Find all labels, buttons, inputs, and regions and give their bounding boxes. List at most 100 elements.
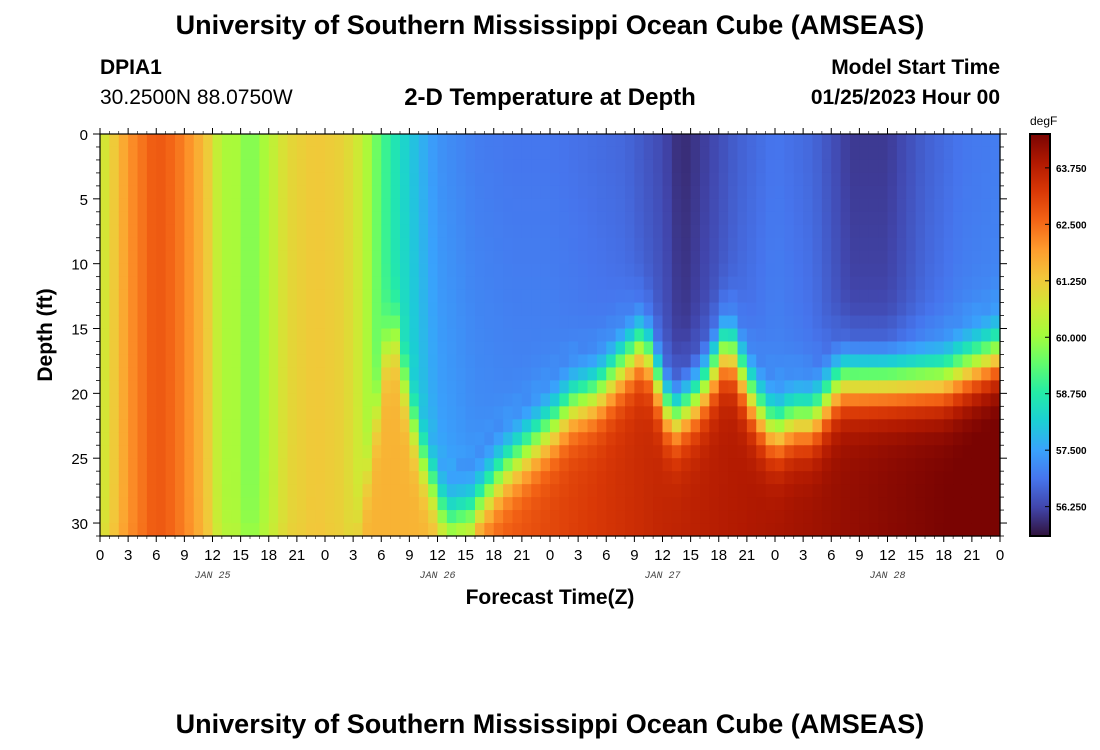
heatmap-cell xyxy=(493,445,504,459)
heatmap-cell xyxy=(118,445,129,459)
heatmap-cell xyxy=(990,328,1001,343)
heatmap-cell xyxy=(325,302,335,317)
heatmap-cell xyxy=(596,406,607,420)
heatmap-cell xyxy=(287,224,298,239)
heatmap-cell xyxy=(268,263,279,278)
heatmap-cell xyxy=(634,302,645,317)
heatmap-cell xyxy=(240,380,251,394)
heatmap-cell xyxy=(325,523,335,537)
heatmap-cell xyxy=(953,172,964,187)
heatmap-cell xyxy=(550,458,560,472)
heatmap-cell xyxy=(559,289,570,304)
heatmap-cell xyxy=(700,458,710,472)
heatmap-cell xyxy=(803,419,814,433)
heatmap-cell xyxy=(840,250,851,265)
heatmap-cell xyxy=(456,432,467,446)
heatmap-cell xyxy=(643,302,654,317)
heatmap-cell xyxy=(981,484,992,498)
heatmap-cell xyxy=(512,250,523,265)
heatmap-cell xyxy=(653,315,664,330)
heatmap-cell xyxy=(625,172,635,187)
heatmap-cell xyxy=(953,497,964,511)
heatmap-cell xyxy=(925,523,935,537)
heatmap-cell xyxy=(381,354,392,369)
heatmap-cell xyxy=(503,393,514,407)
heatmap-cell xyxy=(718,510,729,524)
heatmap-cell xyxy=(128,172,139,187)
heatmap-cell xyxy=(371,432,382,446)
y-tick-label: 25 xyxy=(71,451,88,468)
heatmap-cell xyxy=(250,159,260,174)
heatmap-cell xyxy=(325,510,335,524)
heatmap-cell xyxy=(437,328,448,343)
heatmap-cell xyxy=(362,458,373,472)
heatmap-cell xyxy=(484,211,495,226)
heatmap-cell xyxy=(943,445,954,459)
heatmap-cell xyxy=(559,172,570,187)
heatmap-cell xyxy=(109,289,120,304)
heatmap-cell xyxy=(953,510,964,524)
heatmap-cell xyxy=(231,289,242,304)
heatmap-cell xyxy=(212,237,223,252)
heatmap-cell xyxy=(859,250,870,265)
heatmap-cell xyxy=(100,419,110,433)
heatmap-cell xyxy=(437,315,448,330)
heatmap-cell xyxy=(643,224,654,239)
heatmap-cell xyxy=(718,185,729,200)
heatmap-cell xyxy=(690,250,701,265)
colorbar-tick-label: 63.750 xyxy=(1056,164,1087,175)
heatmap-cell xyxy=(559,185,570,200)
heatmap-cell xyxy=(625,302,635,317)
heatmap-cell xyxy=(896,354,907,369)
heatmap-cell xyxy=(390,445,401,459)
heatmap-cell xyxy=(400,510,410,524)
heatmap-cell xyxy=(559,380,570,394)
heatmap-cell xyxy=(100,146,110,161)
heatmap-cell xyxy=(596,289,607,304)
heatmap-cell xyxy=(550,406,560,420)
heatmap-cell xyxy=(793,198,804,213)
heatmap-cell xyxy=(287,510,298,524)
heatmap-cell xyxy=(615,471,626,485)
heatmap-cell xyxy=(512,497,523,511)
heatmap-cell xyxy=(156,354,167,369)
heatmap-cell xyxy=(250,289,260,304)
heatmap-cell xyxy=(287,146,298,161)
heatmap-cell xyxy=(934,445,945,459)
heatmap-cell xyxy=(381,367,392,381)
heatmap-cell xyxy=(709,484,720,498)
repeated-title: University of Southern Mississippi Ocean… xyxy=(175,709,925,739)
heatmap-cell xyxy=(634,445,645,459)
heatmap-cell xyxy=(840,523,851,537)
heatmap-cell xyxy=(718,224,729,239)
heatmap-cell xyxy=(906,510,917,524)
heatmap-cell xyxy=(925,250,935,265)
heatmap-cell xyxy=(296,302,307,317)
heatmap-cell xyxy=(165,393,176,407)
heatmap-cell xyxy=(418,341,429,356)
heatmap-cell xyxy=(231,159,242,174)
heatmap-cell xyxy=(915,315,926,330)
heatmap-cell xyxy=(653,367,664,381)
heatmap-cell xyxy=(109,315,120,330)
heatmap-cell xyxy=(165,172,176,187)
heatmap-cell xyxy=(390,497,401,511)
heatmap-cell xyxy=(737,432,748,446)
heatmap-cell xyxy=(718,250,729,265)
heatmap-cell xyxy=(981,523,992,537)
heatmap-cell xyxy=(156,432,167,446)
heatmap-cell xyxy=(512,237,523,252)
heatmap-cell xyxy=(193,146,204,161)
heatmap-cell xyxy=(690,471,701,485)
heatmap-cell xyxy=(428,146,439,161)
heatmap-cell xyxy=(765,250,776,265)
heatmap-cell xyxy=(287,134,298,148)
heatmap-cell xyxy=(296,380,307,394)
heatmap-cell xyxy=(296,224,307,239)
heatmap-cell xyxy=(128,380,139,394)
heatmap-cell xyxy=(400,276,410,291)
heatmap-cell xyxy=(146,471,157,485)
heatmap-cell xyxy=(296,289,307,304)
heatmap-cell xyxy=(868,523,879,537)
heatmap-cell xyxy=(859,237,870,252)
